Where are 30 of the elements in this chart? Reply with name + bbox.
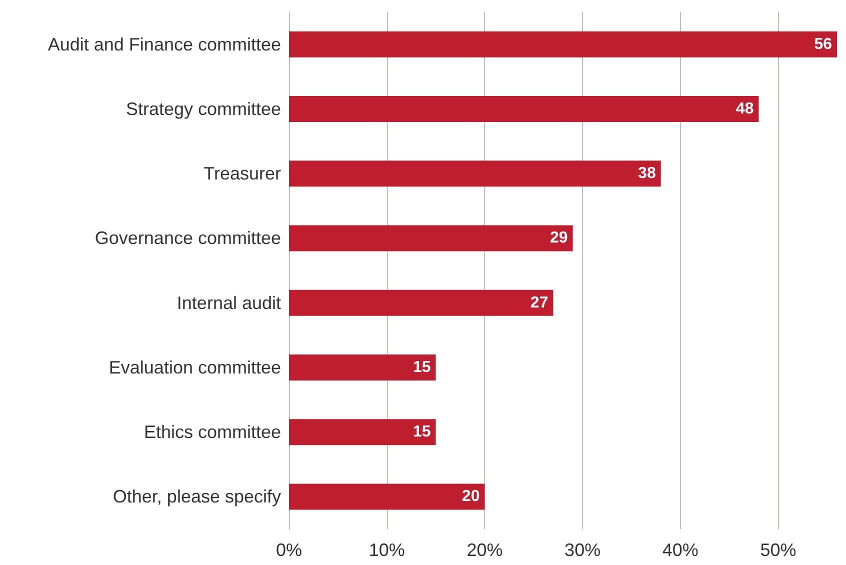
- data-label: 56: [814, 36, 832, 53]
- data-label: 20: [462, 488, 480, 506]
- bar: [289, 290, 554, 316]
- y-tick-label: Governance committee: [94, 228, 281, 248]
- x-tick-label: 50%: [760, 540, 796, 560]
- bar: [289, 160, 661, 187]
- y-tick-label: Strategy committee: [126, 98, 281, 119]
- data-label: 38: [638, 165, 656, 182]
- y-tick-label: Other, please specify: [112, 486, 281, 507]
- x-tick-label: 0%: [276, 540, 302, 560]
- y-tick-label: Ethics committee: [144, 422, 281, 442]
- x-tick-label: 10%: [368, 540, 405, 560]
- data-label: 29: [550, 230, 568, 247]
- x-tick-label: 40%: [662, 540, 698, 560]
- y-tick-label: Audit and Finance committee: [48, 34, 281, 54]
- y-tick-label: Treasurer: [204, 164, 281, 184]
- data-label: 15: [412, 424, 431, 441]
- bar: [289, 354, 436, 380]
- bar: [289, 96, 759, 122]
- y-tick-label: Evaluation committee: [108, 357, 281, 378]
- y-tick-label: Internal audit: [176, 292, 281, 313]
- x-tick-label: 20%: [466, 540, 503, 560]
- x-tick-label: 30%: [564, 540, 601, 560]
- bar: [289, 225, 573, 252]
- bar: [289, 419, 436, 446]
- data-label: 27: [530, 294, 548, 312]
- bar: [289, 484, 485, 510]
- bar: [289, 31, 837, 58]
- data-label: 48: [736, 100, 754, 118]
- data-label: 15: [412, 358, 431, 376]
